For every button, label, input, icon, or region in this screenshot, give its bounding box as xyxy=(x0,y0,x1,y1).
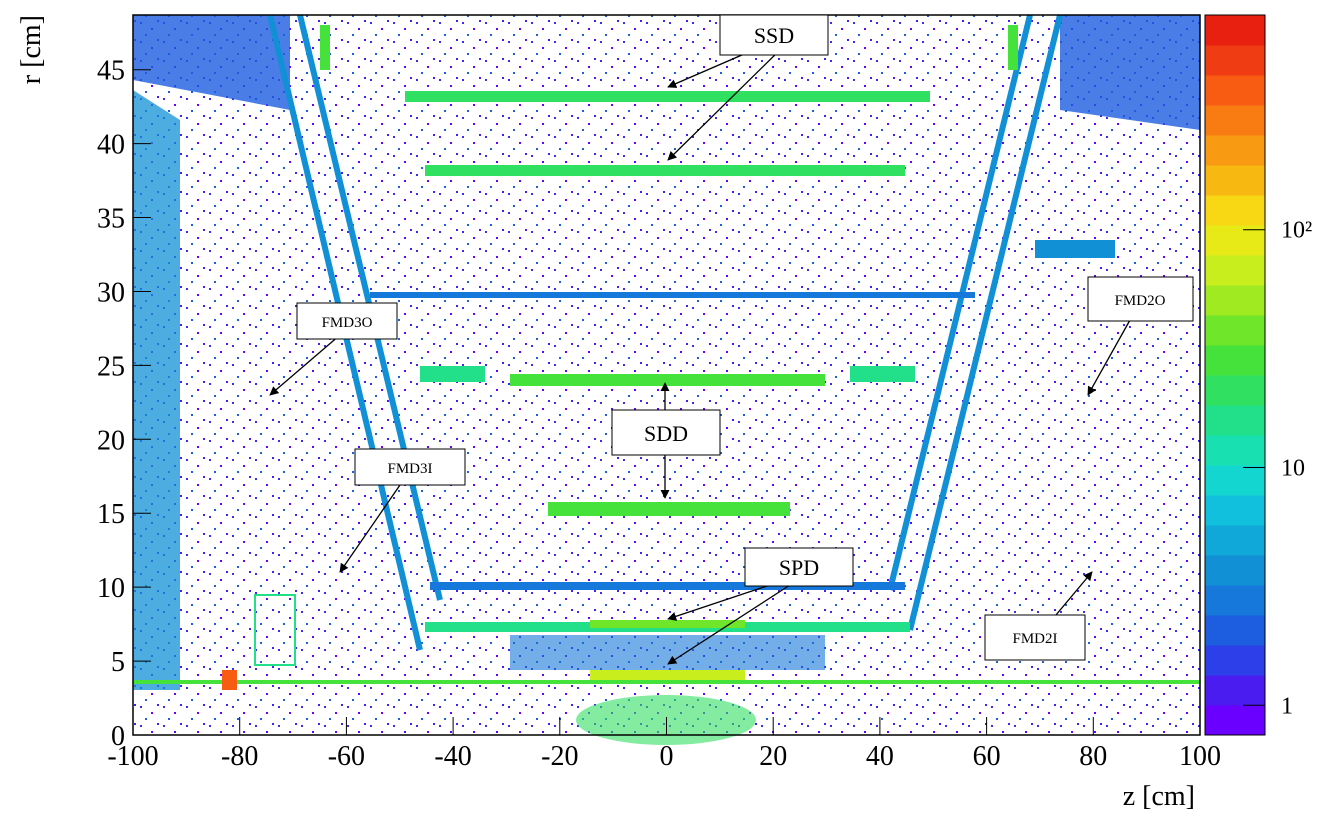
annotation: SPD xyxy=(779,555,819,580)
colorbar-band xyxy=(1205,75,1265,106)
colorbar-band xyxy=(1205,555,1265,586)
annotation: SDD xyxy=(644,421,688,446)
y-tick-label: 0 xyxy=(111,721,125,752)
y-tick-label: 35 xyxy=(97,204,125,235)
colorbar-tick-label: 10² xyxy=(1281,218,1312,244)
y-tick-label: 45 xyxy=(97,56,125,87)
colorbar-band xyxy=(1205,105,1265,136)
annotation: FMD2I xyxy=(1012,631,1057,647)
x-tick-label: -100 xyxy=(107,741,158,772)
y-tick-label: 5 xyxy=(111,647,125,678)
x-axis-label: z [cm] xyxy=(1123,781,1195,812)
colorbar-band xyxy=(1205,15,1265,46)
annotation: FMD2O xyxy=(1115,293,1166,309)
annotation-boxes xyxy=(296,14,1194,661)
x-tick-label: 20 xyxy=(759,741,787,772)
colorbar-band xyxy=(1205,375,1265,406)
colorbar-band xyxy=(1205,315,1265,346)
colorbar-tick-label: 10 xyxy=(1281,456,1305,482)
x-tick-label: -20 xyxy=(541,741,578,772)
colorbar-tick-label: 1 xyxy=(1281,693,1293,719)
y-tick-label: 30 xyxy=(97,277,125,308)
colorbar-band xyxy=(1205,525,1265,556)
colorbar-band xyxy=(1205,165,1265,196)
colorbar-band xyxy=(1205,585,1265,616)
x-tick-label: -80 xyxy=(221,741,258,772)
x-tick-label: 40 xyxy=(866,741,894,772)
colorbar-band xyxy=(1205,135,1265,166)
x-tick-label: 100 xyxy=(1179,741,1221,772)
colorbar-band xyxy=(1205,645,1265,676)
colorbar-band xyxy=(1205,195,1265,226)
y-tick-label: 40 xyxy=(97,130,125,161)
colorbar-band xyxy=(1205,45,1265,76)
colorbar-band xyxy=(1205,345,1265,376)
y-tick-label: 25 xyxy=(97,351,125,382)
annotation: FMD3O xyxy=(322,315,373,331)
colorbar-band xyxy=(1205,285,1265,316)
y-tick-label: 10 xyxy=(97,573,125,604)
x-tick-label: 60 xyxy=(973,741,1001,772)
colorbar-frame xyxy=(1204,14,1266,736)
annotation: SSD xyxy=(754,23,794,48)
colorbar-band xyxy=(1205,405,1265,436)
x-tick-label: 0 xyxy=(660,741,674,772)
y-tick-label: 20 xyxy=(97,425,125,456)
colorbar-band xyxy=(1205,615,1265,646)
y-tick-label: 15 xyxy=(97,499,125,530)
colorbar-band xyxy=(1205,675,1265,706)
colorbar-band xyxy=(1205,705,1265,736)
colorbar-band xyxy=(1205,465,1265,496)
colorbar-band xyxy=(1205,435,1265,466)
x-tick-label: 80 xyxy=(1079,741,1107,772)
annotation: FMD3I xyxy=(387,461,432,477)
colorbar-band xyxy=(1205,255,1265,286)
colorbar-band xyxy=(1205,495,1265,526)
x-tick-label: -60 xyxy=(328,741,365,772)
y-axis-label: r [cm] xyxy=(16,15,47,84)
x-tick-label: -40 xyxy=(434,741,471,772)
